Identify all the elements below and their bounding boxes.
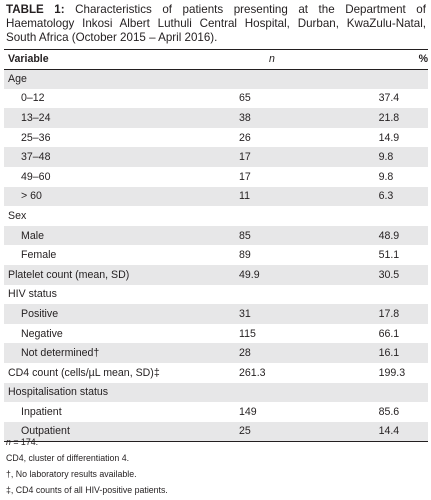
table-row: Not determined† 28 16.1 <box>4 343 428 363</box>
note-cd4: CD4, cluster of differentiation 4. <box>6 453 130 463</box>
row-n <box>239 206 379 226</box>
row-percent: 85.6 <box>378 405 400 418</box>
row-label: Hospitalisation status <box>4 382 240 403</box>
row-n: 28 <box>239 343 379 363</box>
row-n: 11 <box>239 186 379 207</box>
row-n <box>239 382 379 403</box>
table-group-row: CD4 count (cells/µL mean, SD)‡ 261.3 199.3 <box>4 363 428 383</box>
note-double-dagger: ‡, CD4 counts of all HIV-positive patien… <box>6 485 168 495</box>
row-percent <box>379 206 428 226</box>
row-n: 49.9 <box>239 265 379 285</box>
row-label: Female <box>21 249 57 262</box>
table-row: 37–48 17 9.8 <box>4 147 428 168</box>
table-caption: TABLE 1: Characteristics of patients pre… <box>6 3 426 46</box>
row-n: 89 <box>239 249 251 262</box>
row-label: Inpatient <box>21 405 62 418</box>
table-row: 13–24 38 21.8 <box>4 108 428 128</box>
note-dagger: †, No laboratory results available. <box>6 469 137 479</box>
row-percent: 14.4 <box>378 421 428 442</box>
row-percent: 9.8 <box>378 147 428 168</box>
row-label: Sex <box>8 210 27 223</box>
row-percent: 37.4 <box>378 92 400 105</box>
row-label: 25–36 <box>21 131 51 144</box>
row-n: 38 <box>239 108 379 128</box>
note-n-value: = 174. <box>10 437 39 447</box>
table-row: Inpatient 149 85.6 <box>4 402 428 422</box>
row-n: 85 <box>239 225 379 246</box>
row-percent: 9.8 <box>378 170 394 183</box>
header-n: n <box>239 49 379 70</box>
table-row: Male 85 48.9 <box>4 225 428 246</box>
table-row: Negative 115 66.1 <box>4 324 428 344</box>
row-percent: 51.1 <box>378 249 400 262</box>
note-sample-size: n = 174. <box>6 434 426 450</box>
header-percent: % <box>378 49 428 70</box>
table-row: 0–12 65 37.4 <box>4 89 428 109</box>
note-n-symbol: n <box>6 437 11 447</box>
row-n: 261.3 <box>239 366 266 379</box>
row-percent: 199.3 <box>378 366 406 379</box>
row-percent <box>379 285 428 305</box>
caption-text: Characteristics of patients presenting a… <box>6 3 426 45</box>
table-group-row: Hospitalisation status <box>4 382 428 403</box>
table-row: 49–60 17 9.8 <box>4 167 428 187</box>
row-label: 13–24 <box>4 108 240 128</box>
row-n: 149 <box>239 405 257 418</box>
row-n: 65 <box>239 92 251 105</box>
row-percent: 14.9 <box>378 131 400 144</box>
row-percent: 66.1 <box>378 327 400 340</box>
table-group-row: HIV status <box>4 285 428 305</box>
table-group-row: Age <box>4 69 428 89</box>
table-footnotes: n = 174. CD4, cluster of differentiation… <box>6 434 426 498</box>
row-n: 17 <box>239 147 379 168</box>
row-label: HIV status <box>8 288 57 301</box>
row-percent: 17.8 <box>378 304 428 324</box>
table-row: Female 89 51.1 <box>4 245 428 265</box>
row-percent <box>378 382 428 403</box>
row-label: > 60 <box>4 186 240 207</box>
row-percent <box>378 69 428 89</box>
row-label: Outpatient <box>4 421 240 442</box>
row-n: 17 <box>239 170 251 183</box>
row-percent: 21.8 <box>378 108 428 128</box>
row-n: 26 <box>239 131 251 144</box>
table-header-row: Variable n % <box>4 49 428 70</box>
table-row: Positive 31 17.8 <box>4 304 428 324</box>
row-percent: 48.9 <box>378 225 428 246</box>
row-label: 49–60 <box>21 170 51 183</box>
row-n: 31 <box>239 304 379 324</box>
row-n: 25 <box>239 421 379 442</box>
row-label: 37–48 <box>4 147 240 168</box>
row-label: Not determined† <box>4 343 240 363</box>
row-n <box>239 285 379 305</box>
row-label: Male <box>4 225 240 246</box>
row-percent: 30.5 <box>378 265 428 285</box>
table-row: Outpatient 25 14.4 <box>4 421 428 442</box>
row-percent: 16.1 <box>378 343 428 363</box>
row-percent: 6.3 <box>378 186 428 207</box>
row-label: Age <box>4 69 240 89</box>
characteristics-table: Variable n % Age 0–12 65 37.4 13–24 38 21.8 25–… <box>4 49 428 442</box>
table-row: > 60 11 6.3 <box>4 186 428 207</box>
row-label: Platelet count (mean, SD) <box>4 265 240 285</box>
row-label: Negative <box>21 327 63 340</box>
row-label: CD4 count (cells/µL mean, SD)‡ <box>8 366 160 379</box>
header-variable: Variable <box>4 49 240 70</box>
row-n <box>239 69 379 89</box>
table-row: 25–36 26 14.9 <box>4 128 428 148</box>
caption-label: TABLE 1: <box>6 3 65 16</box>
row-label: 0–12 <box>21 92 45 105</box>
row-n: 115 <box>239 327 256 340</box>
table-group-row: Platelet count (mean, SD) 49.9 30.5 <box>4 265 428 285</box>
row-label: Positive <box>4 304 240 324</box>
table-group-row: Sex <box>4 206 428 226</box>
